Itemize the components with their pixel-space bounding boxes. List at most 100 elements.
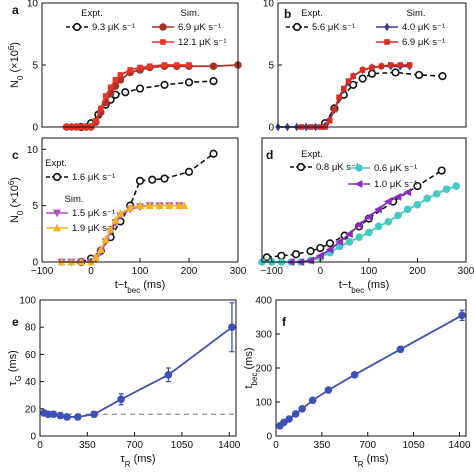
legend-swatch-marker <box>296 162 306 172</box>
data-point <box>180 201 189 210</box>
y-tick-label: 0 <box>268 123 274 134</box>
series-line <box>66 64 239 128</box>
y-tick-label: 100 <box>19 296 36 307</box>
data-point <box>98 105 104 112</box>
data-point <box>384 217 393 226</box>
data-point <box>458 311 466 320</box>
legend-label: 1.6 μK s⁻¹ <box>72 172 115 183</box>
y-tick-label: 40 <box>25 377 37 388</box>
data-point <box>298 405 307 413</box>
data-point <box>364 213 373 222</box>
y-tick-label: 0 <box>30 432 36 443</box>
data-point <box>394 211 402 220</box>
legend: Expt. Sim. 1.6 μK s⁻¹ 1.5 μK s⁻¹ 1.9 μK s⁻¹ <box>45 158 115 234</box>
data-point <box>291 250 301 259</box>
legend-swatch-marker <box>72 22 82 32</box>
data-point <box>280 418 288 427</box>
data-point <box>173 62 180 68</box>
legend-label: 0.6 μK s⁻¹ <box>374 163 417 174</box>
legend-label: 1.0 μK s⁻¹ <box>374 179 417 190</box>
y-tick-label: 0 <box>266 432 272 443</box>
x-tick-label: 0 <box>88 266 94 277</box>
data-point <box>209 77 218 86</box>
data-point <box>354 220 363 229</box>
data-point <box>306 247 315 256</box>
y-tick-label: 10 <box>27 0 39 10</box>
series-e-0 <box>40 302 236 421</box>
data-point <box>117 72 124 78</box>
panel-label: a <box>12 3 19 17</box>
y-tick-label: 100 <box>255 398 272 409</box>
data-point <box>74 413 82 421</box>
data-point <box>228 323 236 332</box>
x-tick-label: 300 <box>230 266 247 277</box>
data-point <box>336 94 342 101</box>
x-tick-label: 350 <box>79 440 96 451</box>
data-point <box>452 182 461 190</box>
data-point <box>403 188 412 197</box>
legend-label: 1.9 μK s⁻¹ <box>72 223 115 234</box>
x-tick-label: 100 <box>132 266 149 277</box>
data-point <box>413 200 422 209</box>
data-point <box>160 174 169 183</box>
x-tick-label: 100 <box>361 266 378 277</box>
legend-label: 1.5 μK s⁻¹ <box>72 208 115 219</box>
legend-label: 5.6 μK s⁻¹ <box>312 22 355 33</box>
x-tick-label: 0 <box>273 440 279 451</box>
x-tick-label: 300 <box>458 266 474 277</box>
x-tick-label: 700 <box>359 440 376 451</box>
panel-a: 0 5 10 N0 (×106) a Expt. Sim. 9.3 μK s⁻¹ 6.9 μK … <box>7 0 242 134</box>
data-point <box>393 192 402 201</box>
x-tick-label: 1050 <box>171 440 194 451</box>
data-point <box>116 209 125 217</box>
series-f-0 <box>276 309 466 430</box>
y-tick-label: 5 <box>32 201 38 212</box>
data-point <box>349 80 358 89</box>
data-point <box>414 70 424 80</box>
data-point <box>184 167 194 176</box>
data-point <box>383 197 392 206</box>
y-axis-label: N0 (×106) <box>7 42 25 88</box>
x-tick-label: 200 <box>409 266 426 277</box>
data-point <box>308 396 317 405</box>
legend-title: Expt. <box>301 8 323 19</box>
panel-label: f <box>282 315 287 329</box>
data-point <box>127 67 133 73</box>
panel-e: 0 350 700 1050 1400 0 20 40 60 80 100 τR (ms) τG (ms… <box>7 296 241 469</box>
series-d-0 <box>262 166 446 262</box>
legend-title: Sim. <box>181 8 200 19</box>
data-point <box>56 411 65 420</box>
x-tick-label: 350 <box>314 440 331 451</box>
x-axis-label: t−tbec (ms) <box>115 279 166 295</box>
data-point <box>136 201 144 210</box>
legend-label: 6.9 μK s⁻¹ <box>402 37 445 48</box>
legend-label: 0.8 μK s⁻¹ <box>316 162 359 173</box>
legend-swatch-marker <box>354 180 363 188</box>
data-point <box>335 237 344 246</box>
legend-label: 4.0 μK s⁻¹ <box>402 22 445 33</box>
x-tick-label: −100 <box>260 266 283 277</box>
data-point <box>91 253 100 261</box>
legend-swatch-marker <box>53 209 61 218</box>
y-tick-label: 20 <box>25 404 37 415</box>
x-tick-label: 0 <box>318 266 324 277</box>
data-point <box>374 205 382 214</box>
data-point <box>121 88 130 97</box>
x-tick-label: 200 <box>181 266 198 277</box>
legend-swatch-marker <box>52 172 62 182</box>
data-point <box>369 64 375 71</box>
data-point <box>111 215 120 224</box>
y-tick-label: 60 <box>25 350 37 361</box>
data-point <box>331 106 338 113</box>
panel-label: b <box>284 7 291 21</box>
x-tick-label: 1400 <box>448 440 471 451</box>
data-point <box>406 62 413 68</box>
data-point <box>184 78 194 87</box>
series-a-2 <box>63 62 192 130</box>
data-point <box>316 243 325 253</box>
legend-label: 12.1 μK s⁻¹ <box>178 37 227 48</box>
data-point <box>160 80 169 89</box>
axes-frame <box>39 299 237 437</box>
data-point <box>164 371 173 379</box>
